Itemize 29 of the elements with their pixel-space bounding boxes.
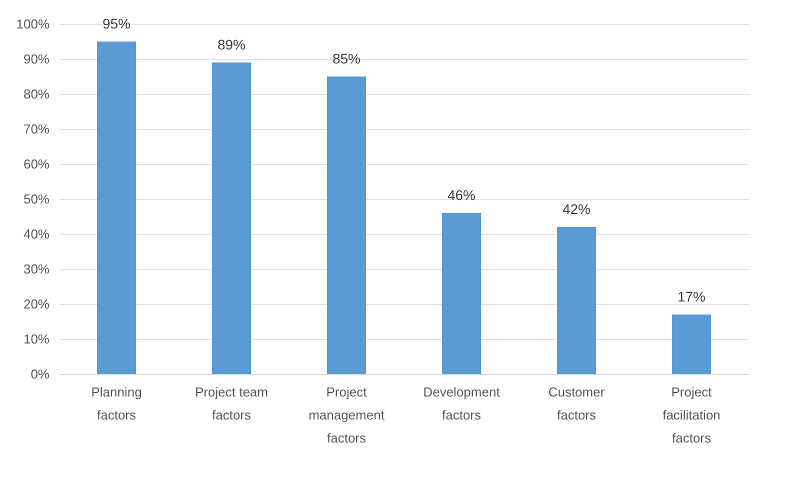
data-label: 46% xyxy=(447,187,476,203)
y-tick-label: 70% xyxy=(23,122,50,136)
x-tick-label: Project management factors xyxy=(308,384,385,446)
y-tick-label: 100% xyxy=(16,16,50,32)
x-tick-label: Project facilitation factors xyxy=(662,384,720,446)
y-tick-label: 60% xyxy=(23,156,50,172)
y-tick-label: 50% xyxy=(23,192,50,206)
bar xyxy=(96,42,136,374)
y-tick-label: 40% xyxy=(23,226,50,242)
bar xyxy=(442,213,482,374)
y-tick-label: 20% xyxy=(23,296,50,312)
bar xyxy=(672,314,712,374)
x-tick-label: Planning factors xyxy=(91,384,142,422)
bar xyxy=(326,76,366,374)
bar xyxy=(212,62,252,374)
bar xyxy=(556,227,596,374)
x-tick-label: Development factors xyxy=(423,384,500,422)
y-tick-label: 0% xyxy=(30,366,50,382)
data-label: 42% xyxy=(562,201,591,217)
x-tick-label: Customer factors xyxy=(548,384,606,422)
y-tick-label: 90% xyxy=(23,52,50,66)
data-label: 85% xyxy=(332,50,361,66)
y-tick-label: 10% xyxy=(23,332,50,346)
y-tick-label: 80% xyxy=(23,86,50,102)
data-label: 17% xyxy=(677,288,706,304)
x-tick-label: Project team factors xyxy=(195,384,268,422)
y-tick-label: 30% xyxy=(23,262,50,276)
data-label: 89% xyxy=(217,36,246,52)
data-label: 95% xyxy=(102,16,131,32)
